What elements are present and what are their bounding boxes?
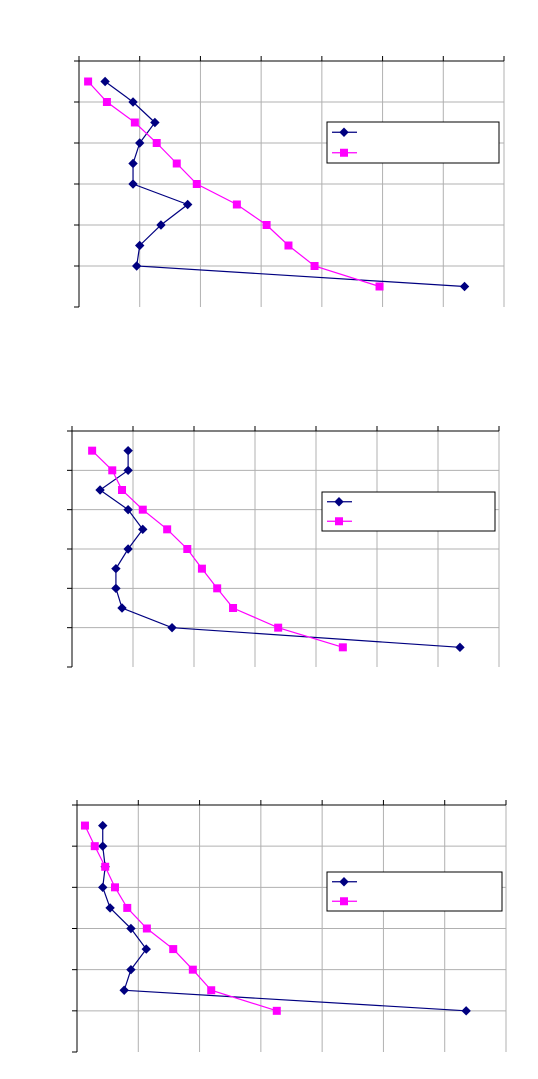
marker [123,465,133,476]
marker [213,584,222,593]
marker [192,180,201,188]
series-line [102,825,467,1012]
marker [310,262,319,270]
marker [117,603,127,613]
marker [274,623,283,632]
marker [98,820,108,831]
marker [335,517,343,526]
marker [131,261,142,271]
marker [102,98,111,106]
marker [340,148,348,157]
legend [321,491,496,532]
marker [119,985,129,995]
marker [138,505,147,514]
marker [142,924,151,933]
marker [123,445,133,456]
marker [90,842,99,851]
marker [229,604,238,612]
marker [338,643,347,652]
marker [334,497,344,507]
marker [135,240,145,251]
marker [98,841,108,851]
marker [232,200,241,209]
marker [128,158,138,169]
marker [339,127,349,137]
legend [326,871,503,912]
marker [128,97,138,107]
marker [118,486,127,494]
marker [182,199,193,210]
marker [188,965,197,974]
marker [101,862,110,871]
marker [111,583,121,594]
marker [110,883,119,892]
marker [169,945,178,954]
marker [84,77,93,86]
marker [207,986,216,995]
marker [88,446,97,455]
marker [80,821,89,830]
marker [98,882,108,893]
marker [108,466,117,475]
chart [67,426,500,668]
chart [72,800,507,1053]
marker [461,1006,471,1016]
marker [197,564,206,573]
marker [262,221,271,229]
marker [340,897,348,906]
marker [111,563,121,574]
marker [455,642,465,653]
marker [459,281,470,292]
marker [272,1006,281,1015]
marker [141,944,151,954]
marker [105,903,115,913]
legend [326,121,500,164]
marker [123,903,132,912]
marker [130,118,139,127]
marker [150,117,160,128]
marker [375,282,384,291]
marker [135,138,145,148]
marker [123,544,133,554]
marker [123,504,133,515]
marker [172,159,181,168]
marker [126,923,136,934]
marker [95,485,105,495]
marker [126,964,136,975]
marker [167,622,177,633]
marker [156,220,166,230]
marker [100,76,110,87]
marker [128,179,138,189]
marker [138,524,148,535]
marker [339,877,349,887]
marker [284,241,293,250]
series-line [84,825,277,1012]
marker [152,139,161,147]
marker [163,525,172,534]
chart [74,56,505,308]
marker [183,545,192,553]
